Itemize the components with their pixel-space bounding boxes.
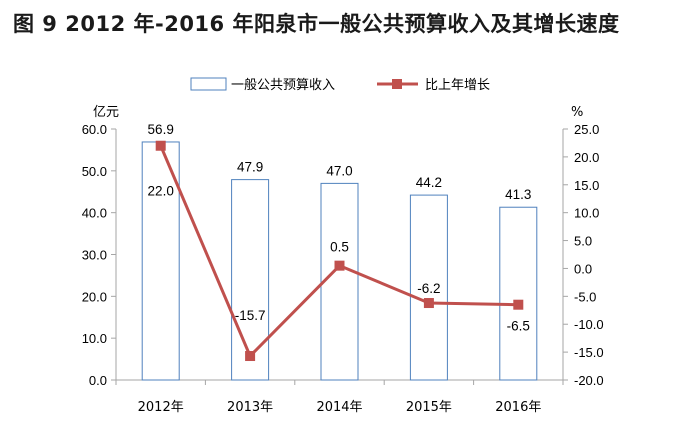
right-axis-unit: % bbox=[571, 105, 583, 120]
bar-data-label: 47.9 bbox=[237, 160, 263, 175]
x-tick-label: 2014年 bbox=[316, 400, 362, 415]
bar bbox=[141, 141, 180, 381]
plot-area: 0.0 10.0 20.0 30.0 40.0 50.0 60.0 -20.0 -15.0 -10… bbox=[82, 122, 604, 415]
legend-bar-swatch bbox=[190, 77, 227, 91]
line-data-label: -15.7 bbox=[235, 308, 266, 323]
growth-point bbox=[155, 140, 166, 151]
left-tick-label: 40.0 bbox=[82, 206, 107, 221]
left-tick-label: 20.0 bbox=[82, 289, 107, 304]
right-tick-label: -10.0 bbox=[574, 317, 604, 332]
x-tick-label: 2016年 bbox=[495, 400, 541, 415]
right-tick-label: -5.0 bbox=[574, 289, 596, 304]
bar bbox=[320, 182, 359, 381]
left-tick-label: 0.0 bbox=[89, 373, 107, 388]
growth-point bbox=[513, 299, 524, 310]
growth-point bbox=[423, 298, 434, 309]
x-tick-label: 2015年 bbox=[406, 400, 452, 415]
bar bbox=[409, 194, 448, 381]
left-tick-label: 60.0 bbox=[82, 122, 107, 137]
right-tick-label: 10.0 bbox=[574, 206, 599, 221]
left-tick-label: 30.0 bbox=[82, 248, 107, 263]
right-tick-label: 15.0 bbox=[574, 178, 599, 193]
right-tick-label: 0.0 bbox=[574, 261, 592, 276]
x-tick-label: 2012年 bbox=[138, 400, 184, 415]
left-axis-unit: 亿元 bbox=[93, 105, 119, 120]
right-tick-label: -15.0 bbox=[574, 345, 604, 360]
left-tick-label: 10.0 bbox=[82, 331, 107, 346]
x-tick-label: 2013年 bbox=[227, 400, 273, 415]
bar-data-label: 47.0 bbox=[326, 163, 352, 178]
bar-data-label: 56.9 bbox=[148, 122, 174, 137]
right-tick-label: -20.0 bbox=[574, 373, 604, 388]
bar bbox=[499, 206, 538, 381]
line-data-label: -6.2 bbox=[417, 281, 440, 296]
bar-data-label: 44.2 bbox=[416, 175, 442, 190]
line-data-label: 22.0 bbox=[148, 184, 174, 199]
right-tick-label: 25.0 bbox=[574, 122, 599, 137]
legend: 一般公共预算收入 比上年增长 bbox=[190, 77, 490, 93]
bar bbox=[231, 179, 270, 381]
growth-point bbox=[334, 260, 345, 271]
line-data-label: 0.5 bbox=[330, 240, 349, 255]
legend-bar-label: 一般公共预算收入 bbox=[231, 77, 335, 93]
growth-point bbox=[245, 351, 256, 362]
legend-line-label: 比上年增长 bbox=[425, 78, 490, 93]
line-data-label: -6.5 bbox=[507, 319, 530, 334]
chart-title: 图 9 2012 年-2016 年阳泉市一般公共预算收入及其增长速度 bbox=[13, 12, 620, 36]
legend-line-marker bbox=[392, 79, 402, 89]
right-tick-label: 20.0 bbox=[574, 150, 599, 165]
left-tick-label: 50.0 bbox=[82, 164, 107, 179]
bar-data-label: 41.3 bbox=[505, 187, 531, 202]
right-tick-label: 5.0 bbox=[574, 234, 592, 249]
